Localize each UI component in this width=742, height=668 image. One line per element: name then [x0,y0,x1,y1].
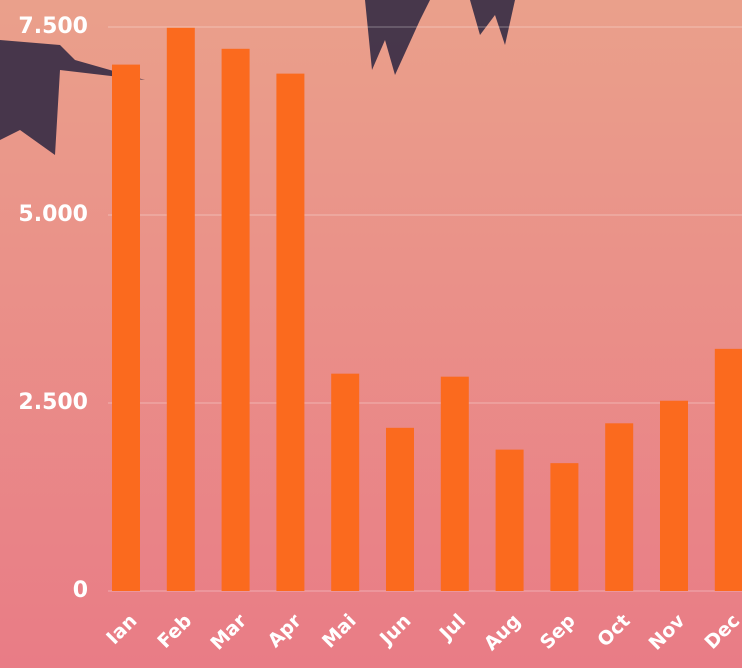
bar [112,64,140,592]
bar [440,376,469,591]
bar [605,423,634,591]
bar [221,48,250,592]
bar [386,427,414,591]
y-tick-label: 0 [73,578,88,603]
y-tick-label: 7.500 [18,14,88,39]
bar [660,400,688,591]
bird-wing [470,0,515,45]
bar [331,373,360,591]
y-tick-label: 2.500 [18,390,88,415]
bird [0,40,145,155]
bird-wing [365,0,430,75]
bar [166,27,195,591]
bar [550,463,579,591]
y-tick-label: 5.000 [18,202,88,227]
bar [495,449,524,591]
bar [714,348,742,591]
bar [276,73,305,591]
